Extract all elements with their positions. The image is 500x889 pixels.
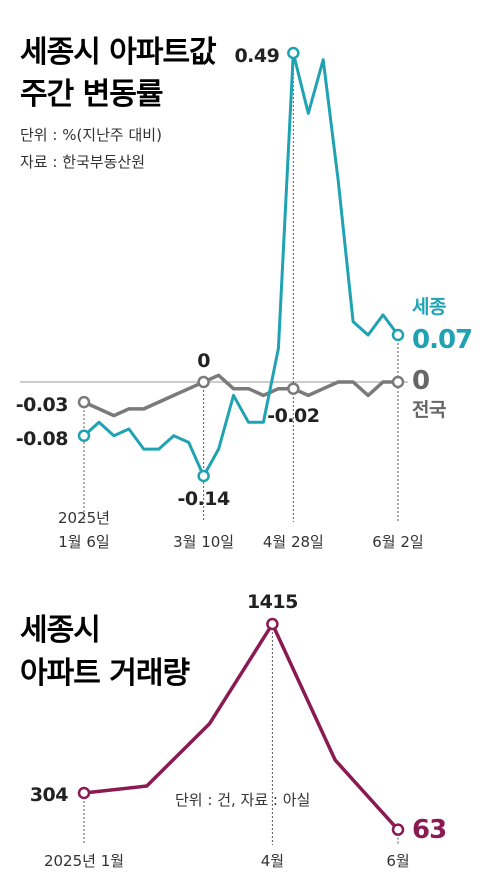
chart1-tick-0-1: 1월 6일 bbox=[58, 533, 109, 551]
chart1-label-national-end: 0 bbox=[412, 366, 429, 396]
chart1-title-line-1: 세종시 아파트값 bbox=[20, 35, 217, 70]
chart2-series bbox=[77, 617, 405, 836]
chart1-marker-1-1 bbox=[197, 375, 210, 389]
chart2-label-jun: 63 bbox=[412, 815, 446, 845]
chart2-label-apr: 1415 bbox=[247, 591, 298, 613]
chart1-label-sejong-start: -0.08 bbox=[16, 428, 69, 450]
chart1-marker-0-2 bbox=[287, 46, 300, 60]
chart1-marker-0-1 bbox=[197, 469, 210, 483]
chart1-tick-3-0: 6월 2일 bbox=[372, 533, 423, 551]
chart2-marker-1 bbox=[266, 617, 279, 631]
chart1-label-national-apr: -0.02 bbox=[267, 405, 319, 427]
chart1-label-sejong-peak: 0.49 bbox=[234, 45, 279, 67]
chart1-marker-1-3 bbox=[391, 375, 405, 389]
chart1-label-national-start: -0.03 bbox=[16, 394, 68, 416]
chart1-tick-0-0: 2025년 bbox=[58, 509, 110, 527]
chart2-tick-5: 6월 bbox=[386, 852, 409, 870]
chart1-tick-2-0: 4월 28일 bbox=[263, 533, 324, 551]
chart1-series-line-0 bbox=[83, 51, 400, 478]
chart1-series bbox=[77, 46, 405, 483]
chart1-legend-sejong: 세종 bbox=[412, 296, 446, 318]
chart1-marker-0-0 bbox=[77, 429, 91, 442]
chart1-tick-1-0: 3월 10일 bbox=[173, 533, 234, 551]
chart2-marker-2 bbox=[391, 823, 405, 836]
chart1-guides bbox=[83, 53, 399, 522]
chart2-tick-3: 4월 bbox=[261, 852, 284, 870]
chart1-marker-1-0 bbox=[77, 395, 91, 409]
chart1-legend-national: 전국 bbox=[412, 399, 446, 421]
chart1-label-sejong-end: 0.07 bbox=[412, 325, 472, 355]
chart1-label-sejong-mar: -0.14 bbox=[177, 488, 230, 510]
chart1-unit-note: 단위 : %(지난주 대비) bbox=[20, 126, 162, 144]
chart-weekly-change: 세종시 아파트값 주간 변동률 단위 : %(지난주 대비) 자료 : 한국부동… bbox=[16, 35, 473, 551]
chart1-x-ticks: 2025년 1월 6일 3월 10일 4월 28일 6월 2일 bbox=[58, 509, 424, 551]
chart2-unit-source-note: 단위 : 건, 자료 : 아실 bbox=[175, 791, 310, 809]
chart1-labels: -0.03 -0.08 0 -0.14 0.49 -0.02 세종 0.07 0 전국 bbox=[16, 45, 473, 510]
chart2-label-jan: 304 bbox=[30, 784, 68, 806]
chart1-marker-0-3 bbox=[391, 328, 405, 342]
chart1-series-line-1 bbox=[83, 373, 398, 418]
chart2-title-line-2: 아파트 거래량 bbox=[20, 656, 190, 691]
chart2-series-line bbox=[83, 622, 400, 831]
chart1-source-note: 자료 : 한국부동산원 bbox=[20, 153, 145, 171]
chart2-marker-0 bbox=[77, 786, 91, 800]
chart2-labels: 304 1415 63 bbox=[30, 591, 447, 845]
chart2-title-line-1: 세종시 bbox=[20, 613, 100, 648]
chart2-tick-0: 2025년 1월 bbox=[44, 852, 124, 870]
chart1-marker-1-2 bbox=[287, 382, 300, 395]
chart-transactions: 세종시 아파트 거래량 단위 : 건, 자료 : 아실 304 1415 63 20… bbox=[20, 591, 447, 870]
chart2-x-ticks: 2025년 1월 4월 6월 bbox=[44, 852, 410, 870]
chart2-guides bbox=[83, 624, 399, 845]
chart1-title-line-2: 주간 변동률 bbox=[20, 77, 163, 112]
chart1-label-national-mar: 0 bbox=[197, 350, 210, 372]
